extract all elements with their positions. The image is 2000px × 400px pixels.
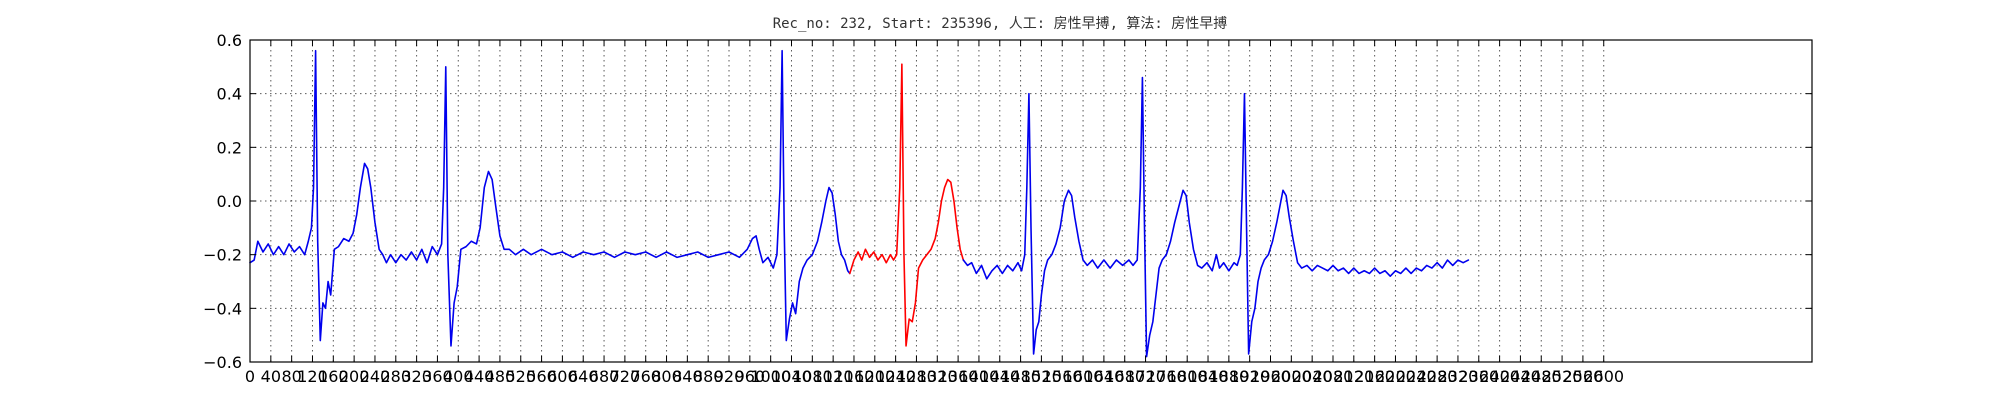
x-tick-label: 2240	[1396, 367, 1437, 386]
x-axis-ticks: 0 40 8012016020024028032036040044048052056…	[245, 40, 1624, 386]
x-tick-label: 320	[401, 367, 432, 386]
x-tick-label: 1560	[1042, 367, 1083, 386]
x-tick-label: 920	[714, 367, 745, 386]
x-tick-label: 2320	[1438, 367, 1479, 386]
x-tick-label: 1040	[771, 367, 812, 386]
x-tick-label: 440	[464, 367, 495, 386]
x-tick-label: 1200	[854, 367, 895, 386]
x-tick-label: 840	[672, 367, 703, 386]
y-tick-label: 0.0	[217, 192, 242, 211]
ecg-segment-1	[849, 63, 965, 347]
x-tick-label: 1120	[813, 367, 854, 386]
x-tick-label: 2080	[1313, 367, 1354, 386]
x-tick-label: 1600	[1063, 367, 1104, 386]
x-tick-label: 2160	[1354, 367, 1395, 386]
x-tick-label: 2440	[1500, 367, 1541, 386]
x-tick-label: 1000	[750, 367, 791, 386]
x-tick-label: 1880	[1208, 367, 1249, 386]
x-tick-label: 560	[526, 367, 557, 386]
x-tick-label: 2000	[1271, 367, 1312, 386]
chart-title: Rec_no: 232, Start: 235396, 人工: 房性早搏, 算法…	[773, 15, 1228, 32]
x-tick-label: 1800	[1167, 367, 1208, 386]
x-tick-label: 1720	[1125, 367, 1166, 386]
x-tick-label: 200	[339, 367, 370, 386]
x-tick-label: 80	[281, 367, 301, 386]
x-tick-label: 2120	[1333, 367, 1374, 386]
y-tick-label: −0.4	[203, 299, 242, 318]
ecg-segment-0	[249, 49, 851, 347]
x-tick-label: 1400	[959, 367, 1000, 386]
x-tick-label: 400	[443, 367, 474, 386]
x-tick-label: 2560	[1563, 367, 1604, 386]
x-tick-label: 1080	[792, 367, 833, 386]
x-tick-label: 1240	[875, 367, 916, 386]
x-tick-label: 1640	[1084, 367, 1125, 386]
x-tick-label: 0	[245, 367, 255, 386]
x-tick-label: 2480	[1521, 367, 1562, 386]
x-tick-label: 680	[589, 367, 620, 386]
x-tick-label: 1680	[1104, 367, 1145, 386]
ecg-segment-2	[962, 76, 1470, 358]
x-tick-label: 760	[630, 367, 661, 386]
x-tick-label: 240	[360, 367, 391, 386]
x-tick-label: 1960	[1250, 367, 1291, 386]
y-tick-label: −0.6	[203, 353, 242, 372]
x-tick-label: 1160	[834, 367, 875, 386]
series-layer	[249, 49, 1470, 358]
x-tick-label: 280	[381, 367, 412, 386]
x-tick-label: 2040	[1292, 367, 1333, 386]
x-tick-label: 1920	[1229, 367, 1270, 386]
x-tick-label: 160	[318, 367, 349, 386]
x-tick-label: 360	[422, 367, 453, 386]
x-tick-label: 1760	[1146, 367, 1187, 386]
y-tick-label: 0.6	[217, 31, 242, 50]
x-tick-label: 120	[297, 367, 328, 386]
x-tick-label: 2280	[1417, 367, 1458, 386]
x-tick-label: 1280	[896, 367, 937, 386]
x-tick-label: 480	[485, 367, 516, 386]
x-tick-label: 880	[693, 367, 724, 386]
x-tick-label: 2600	[1583, 367, 1624, 386]
y-tick-label: 0.4	[217, 85, 242, 104]
x-tick-label: 2360	[1458, 367, 1499, 386]
y-axis-ticks: −0.6 −0.4 −0.2 0.0 0.2 0.4 0.6	[203, 31, 1812, 372]
x-tick-label: 960	[735, 367, 766, 386]
x-tick-label: 520	[505, 367, 536, 386]
x-tick-label: 800	[651, 367, 682, 386]
x-tick-label: 1840	[1188, 367, 1229, 386]
x-tick-label: 720	[610, 367, 641, 386]
x-tick-label: 1520	[1021, 367, 1062, 386]
y-tick-label: −0.2	[203, 246, 242, 265]
x-tick-label: 1360	[938, 367, 979, 386]
x-tick-label: 1480	[1000, 367, 1041, 386]
y-tick-label: 0.2	[217, 138, 242, 157]
x-tick-label: 1440	[979, 367, 1020, 386]
x-tick-label: 2400	[1479, 367, 1520, 386]
x-tick-label: 1320	[917, 367, 958, 386]
x-tick-label: 40	[261, 367, 281, 386]
x-tick-label: 2200	[1375, 367, 1416, 386]
x-tick-label: 640	[568, 367, 599, 386]
x-tick-label: 600	[547, 367, 578, 386]
x-tick-label: 2520	[1542, 367, 1583, 386]
